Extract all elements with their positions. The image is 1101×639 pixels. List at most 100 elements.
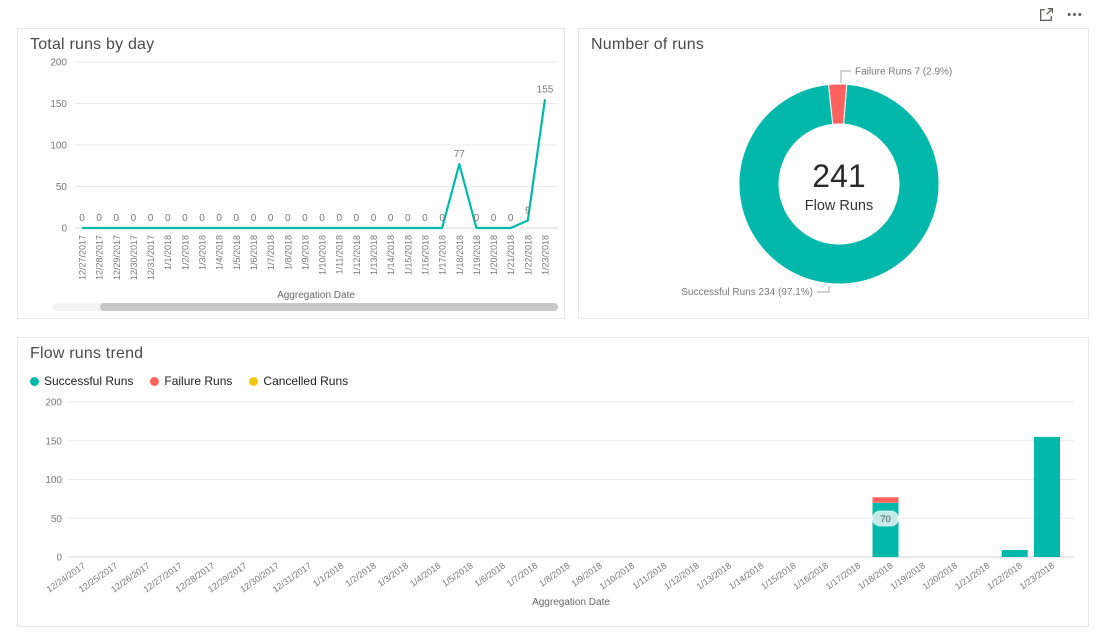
bar-segment-failure-runs[interactable] <box>872 497 899 503</box>
data-label: 155 <box>537 84 554 95</box>
legend-item-cancelled-runs[interactable]: Cancelled Runs <box>249 374 348 388</box>
data-label: 0 <box>354 213 360 224</box>
data-label: 0 <box>234 213 240 224</box>
legend-label: Successful Runs <box>44 374 134 388</box>
x-tick-label: 1/22/2018 <box>523 235 533 275</box>
legend: Successful Runs Failure Runs Cancelled R… <box>30 374 348 388</box>
data-label: 0 <box>216 213 222 224</box>
donut-callout-failure: Failure Runs 7 (2.9%) <box>855 67 952 78</box>
legend-dot-successful <box>30 376 39 386</box>
donut-center-value: 241 <box>812 158 865 194</box>
data-label: 0 <box>251 213 257 224</box>
donut-slice-successful[interactable] <box>738 83 940 285</box>
y-tick-label: 200 <box>45 398 62 409</box>
y-tick-label: 0 <box>61 224 67 235</box>
x-tick-label: 1/5/2018 <box>440 560 474 588</box>
more-options-button[interactable] <box>1064 4 1085 25</box>
data-label: 77 <box>454 149 466 160</box>
number-of-runs-visual[interactable]: 241 Flow Runs Failure Runs 7 (2.9%) Success… <box>578 28 1089 319</box>
x-tick-label: 1/7/2018 <box>505 560 539 588</box>
x-tick-label: 1/8/2018 <box>537 560 571 588</box>
x-tick-label: 1/21/2018 <box>953 560 992 591</box>
legend-label: Cancelled Runs <box>263 374 349 388</box>
x-tick-label: 1/22/2018 <box>985 560 1024 591</box>
scrollbar-thumb[interactable] <box>100 303 558 311</box>
data-label: 0 <box>422 213 428 224</box>
data-label: 0 <box>182 213 188 224</box>
x-tick-label: 1/17/2018 <box>438 235 448 275</box>
x-tick-label: 12/27/2017 <box>78 235 88 280</box>
legend-item-successful-runs[interactable]: Successful Runs <box>30 374 133 388</box>
x-tick-label: 1/1/2018 <box>311 560 345 588</box>
x-tick-label: 1/18/2018 <box>856 560 895 591</box>
flow-runs-trend-visual[interactable]: 0 50 100 150 200 12/24/2017 12/25/2017 12/26/20… <box>17 337 1089 627</box>
callout-line <box>840 70 851 83</box>
y-tick-label: 200 <box>50 58 67 69</box>
flow-runs-trend-chart: 05010015020012/24/201712/25/201712/26/20… <box>45 398 1074 608</box>
x-tick-label: 12/31/2017 <box>146 235 156 280</box>
x-tick-label: 12/29/2017 <box>112 235 122 280</box>
legend-item-failure-runs[interactable]: Failure Runs <box>150 374 232 388</box>
y-tick-label: 150 <box>45 436 62 447</box>
data-label: 0 <box>388 213 394 224</box>
x-tick-label: 1/8/2018 <box>283 235 293 270</box>
x-tick-label: 1/11/2018 <box>335 235 345 274</box>
data-label: 0 <box>131 213 137 224</box>
bar-data-label-pill <box>872 510 899 527</box>
data-label: 0 <box>405 213 411 224</box>
y-tick-label: 50 <box>56 182 68 193</box>
x-tick-label: 1/15/2018 <box>759 560 798 591</box>
x-tick-label: 1/4/2018 <box>215 235 225 270</box>
x-axis-title: Aggregation Date <box>532 597 610 608</box>
legend-dot-failure <box>150 376 160 386</box>
focus-mode-button[interactable] <box>1036 4 1057 25</box>
x-tick-label: 1/23/2018 <box>540 235 550 275</box>
x-tick-label: 1/1/2018 <box>163 235 173 270</box>
x-tick-label: 1/18/2018 <box>455 235 465 275</box>
y-tick-label: 0 <box>56 553 62 564</box>
x-tick-label: 1/13/2018 <box>695 560 734 591</box>
data-label: 0 <box>285 213 291 224</box>
data-label: 0 <box>199 213 205 224</box>
legend-dot-cancelled <box>249 376 259 386</box>
y-tick-label: 100 <box>50 141 67 152</box>
number-of-runs-donut: 241 Flow Runs Failure Runs 7 (2.9%) Success… <box>681 67 952 299</box>
focus-mode-icon <box>1040 8 1053 21</box>
x-axis-title: Aggregation Date <box>277 290 355 301</box>
data-label: 0 <box>474 213 480 224</box>
x-tick-label: 1/10/2018 <box>598 560 637 591</box>
total-runs-by-day-visual[interactable]: 0 50 100 150 200 0 0 0 0 0 0 0 0 0 0 0 0 0 0 0 0 0 0 0 0 0 0 77 0 0 0 9… <box>17 28 565 319</box>
x-tick-label: 1/17/2018 <box>824 560 863 591</box>
donut-callout-successful: Successful Runs 234 (97.1%) <box>681 287 813 298</box>
x-tick-label: 1/12/2018 <box>352 235 362 275</box>
x-tick-label: 1/19/2018 <box>472 235 482 275</box>
x-tick-label: 1/5/2018 <box>232 235 242 270</box>
x-tick-label: 1/20/2018 <box>921 560 960 591</box>
more-options-icon <box>1067 13 1082 16</box>
x-tick-label: 1/7/2018 <box>266 235 276 270</box>
visual-header <box>1036 4 1085 25</box>
legend-label: Failure Runs <box>164 374 233 388</box>
bar-segment-successful-runs[interactable] <box>1034 436 1060 557</box>
x-tick-label: 1/10/2018 <box>318 235 328 275</box>
x-tick-label: 12/30/2017 <box>129 235 139 280</box>
callout-line <box>817 286 830 293</box>
x-tick-label: 1/12/2018 <box>662 560 701 591</box>
x-tick-label: 1/4/2018 <box>408 560 442 588</box>
bar-segment-successful-runs[interactable] <box>1001 550 1028 557</box>
chart-h-scrollbar[interactable] <box>52 303 558 311</box>
line-series[interactable] <box>82 99 547 230</box>
data-label: 0 <box>114 213 120 224</box>
x-tick-label: 1/14/2018 <box>727 560 766 591</box>
x-tick-label: 1/21/2018 <box>506 235 516 275</box>
visual-title: Total runs by day <box>30 36 155 53</box>
data-label: 0 <box>319 213 325 224</box>
x-tick-label: 12/28/2017 <box>95 235 105 280</box>
x-tick-label: 1/6/2018 <box>249 235 259 270</box>
donut-center-label: Flow Runs <box>805 198 874 214</box>
x-tick-label: 1/23/2018 <box>1018 560 1057 591</box>
data-label: 0 <box>79 213 85 224</box>
x-tick-label: 1/3/2018 <box>376 560 410 588</box>
donut-slice-failure[interactable] <box>828 83 848 125</box>
